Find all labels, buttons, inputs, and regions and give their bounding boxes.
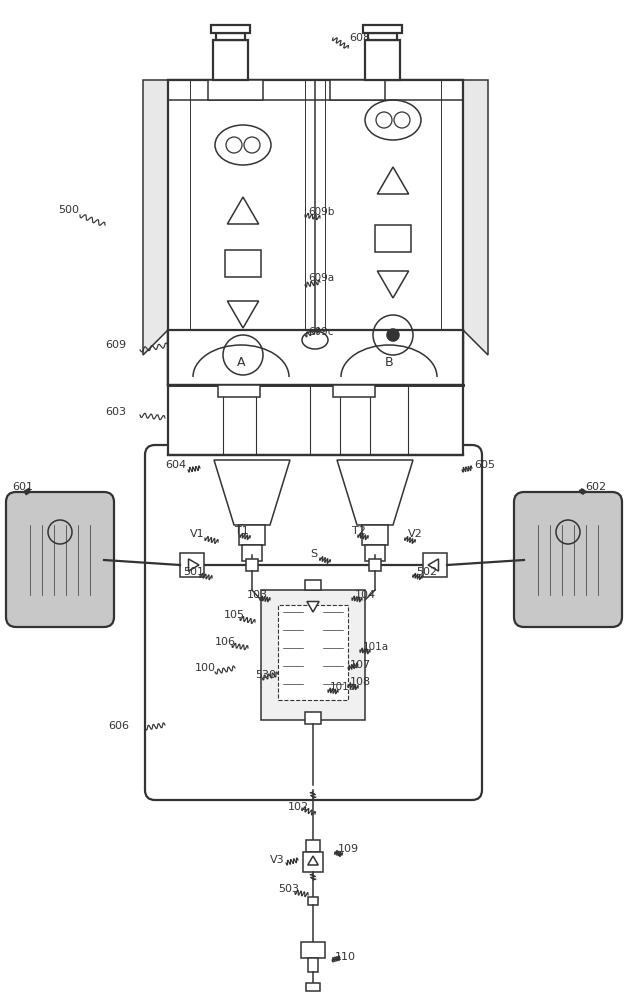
Bar	[168, 330, 463, 385]
Polygon shape	[377, 167, 409, 194]
Text: T2: T2	[352, 526, 366, 536]
Polygon shape	[307, 601, 319, 612]
Text: 103: 103	[247, 590, 268, 600]
Bar	[278, 605, 348, 700]
Bar	[208, 80, 263, 100]
Bar	[303, 852, 323, 872]
Text: V2: V2	[408, 529, 423, 539]
Bar	[213, 40, 248, 80]
Text: 603: 603	[105, 407, 126, 417]
Bar	[365, 40, 400, 80]
Text: 106: 106	[215, 637, 236, 647]
Polygon shape	[227, 197, 259, 224]
Bar	[261, 590, 365, 720]
Text: 609b: 609b	[308, 207, 334, 217]
Text: 110: 110	[335, 952, 356, 962]
Bar	[369, 559, 381, 571]
Polygon shape	[463, 80, 488, 355]
FancyBboxPatch shape	[6, 492, 114, 627]
Bar	[168, 80, 463, 385]
Text: 609: 609	[105, 340, 126, 350]
Text: 609a: 609a	[308, 273, 334, 283]
Text: 602: 602	[585, 482, 606, 492]
Bar	[242, 545, 262, 561]
Text: 601: 601	[12, 482, 33, 492]
Text: 109: 109	[338, 844, 359, 854]
Text: 608: 608	[349, 33, 370, 43]
Bar	[363, 25, 402, 33]
Polygon shape	[227, 301, 259, 328]
Bar	[246, 559, 258, 571]
Text: 606: 606	[108, 721, 129, 731]
Bar	[180, 553, 204, 577]
Text: 530: 530	[255, 670, 276, 680]
Text: 604: 604	[165, 460, 186, 470]
Text: 609c: 609c	[308, 327, 333, 337]
Text: 503: 503	[278, 884, 299, 894]
Polygon shape	[188, 559, 199, 571]
Bar	[330, 80, 385, 100]
Text: 102: 102	[288, 802, 309, 812]
Text: V1: V1	[190, 529, 205, 539]
Polygon shape	[337, 460, 413, 525]
Text: 501: 501	[183, 567, 204, 577]
Bar	[365, 545, 385, 561]
Text: 107: 107	[350, 660, 371, 670]
Circle shape	[387, 329, 399, 341]
Bar	[333, 385, 375, 397]
Bar	[368, 33, 397, 40]
FancyBboxPatch shape	[145, 445, 482, 800]
Text: 101a: 101a	[363, 642, 389, 652]
Text: 502: 502	[416, 567, 437, 577]
Bar	[306, 983, 320, 991]
Bar	[168, 80, 463, 385]
Bar	[362, 525, 388, 545]
Text: A: A	[237, 357, 246, 369]
Text: V3: V3	[270, 855, 284, 865]
Bar	[306, 840, 320, 852]
Polygon shape	[428, 559, 438, 571]
Polygon shape	[308, 856, 318, 865]
Text: 500: 500	[58, 205, 79, 215]
Bar	[239, 525, 265, 545]
Polygon shape	[214, 460, 290, 525]
Text: 108: 108	[350, 677, 371, 687]
Text: 100: 100	[195, 663, 216, 673]
Bar	[308, 897, 318, 905]
Bar	[216, 33, 245, 40]
Text: T1: T1	[235, 526, 249, 536]
Bar	[305, 712, 321, 724]
Polygon shape	[143, 80, 168, 355]
Text: S: S	[310, 549, 317, 559]
Bar	[218, 385, 260, 397]
Bar	[168, 385, 463, 455]
Bar	[305, 580, 321, 590]
Bar	[423, 553, 447, 577]
Bar	[301, 942, 325, 958]
Polygon shape	[377, 271, 409, 298]
Bar	[308, 958, 318, 972]
Text: 104: 104	[355, 590, 376, 600]
Bar	[375, 225, 411, 252]
Text: 605: 605	[474, 460, 495, 470]
Bar	[225, 250, 261, 277]
FancyBboxPatch shape	[514, 492, 622, 627]
Text: B: B	[385, 357, 393, 369]
Text: 101b: 101b	[330, 682, 356, 692]
Bar	[211, 25, 250, 33]
Text: 105: 105	[224, 610, 245, 620]
